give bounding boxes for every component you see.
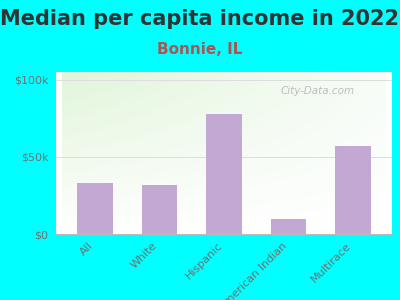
Bar	[77, 183, 112, 234]
Bar	[206, 114, 242, 234]
Bar	[142, 184, 177, 234]
Bar	[336, 146, 371, 234]
Text: Median per capita income in 2022: Median per capita income in 2022	[0, 9, 400, 29]
Text: City-Data.com: City-Data.com	[281, 86, 355, 96]
Bar	[271, 219, 306, 234]
Text: Bonnie, IL: Bonnie, IL	[157, 42, 243, 57]
